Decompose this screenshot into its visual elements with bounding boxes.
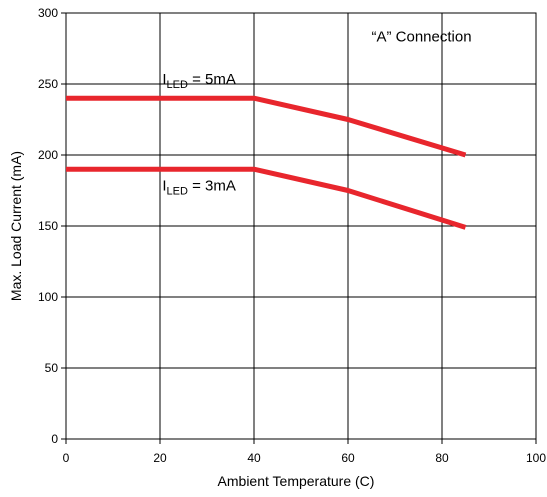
annotation-rest: = 5mA (188, 71, 236, 88)
annotation-3: “A” Connection (372, 28, 472, 45)
y-tick-label: 0 (51, 432, 58, 446)
annotation-subscript: LED (167, 79, 188, 91)
y-tick-label: 200 (38, 148, 58, 162)
x-axis-label: Ambient Temperature (C) (218, 473, 375, 489)
x-tick-label: 0 (63, 451, 70, 465)
annotation-rest: = 3mA (188, 178, 236, 195)
x-tick-label: 40 (247, 451, 261, 465)
y-axis-label: Max. Load Current (mA) (8, 151, 24, 301)
annotation-main: “A” Connection (372, 28, 472, 45)
annotation-subscript: LED (167, 186, 188, 198)
y-tick-label: 250 (38, 77, 58, 91)
x-tick-label: 80 (435, 451, 449, 465)
y-tick-label: 50 (45, 361, 59, 375)
x-tick-label: 20 (153, 451, 167, 465)
y-tick-label: 300 (38, 6, 58, 20)
x-tick-label: 100 (526, 451, 546, 465)
x-tick-label: 60 (341, 451, 355, 465)
y-tick-label: 150 (38, 219, 58, 233)
y-tick-label: 100 (38, 290, 58, 304)
